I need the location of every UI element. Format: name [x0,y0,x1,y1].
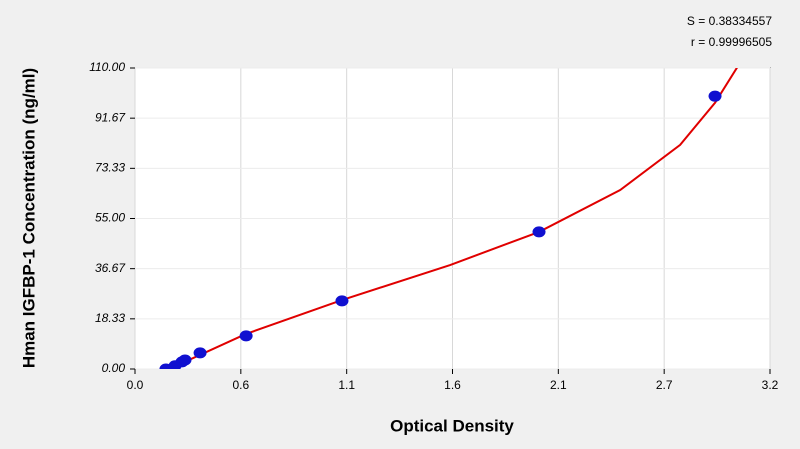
x-tick-label: 0.6 [232,378,249,392]
y-tick-label: 73.33 [95,161,125,175]
x-tick-label: 1.6 [444,378,461,392]
data-point [532,226,546,238]
y-tick-label: 55.00 [95,211,125,225]
x-axis-title: Optical Density [390,416,514,435]
x-tick-label: 2.1 [550,378,567,392]
data-point [193,347,207,359]
marks [159,68,738,369]
data-point [708,90,722,102]
data-point [239,330,253,342]
y-tick-label: 110.00 [89,60,125,74]
y-tick-label: 36.67 [95,261,126,275]
annotation: S = 0.38334557 [687,14,772,28]
x-tick-label: 3.2 [762,378,779,392]
x-tick-label: 2.7 [656,378,673,392]
data-point [335,295,349,307]
x-tick-label: 1.1 [338,378,355,392]
x-tick-label: 0.0 [127,378,144,392]
y-tick-label: 18.33 [95,311,125,325]
y-tick-label: 91.67 [95,110,126,124]
data-point [178,354,192,366]
y-tick-label: 0.00 [102,361,126,375]
annotation: r = 0.99996505 [691,35,772,49]
y-axis-title: Hman IGFBP-1 Concentration (ng/ml) [19,68,38,368]
